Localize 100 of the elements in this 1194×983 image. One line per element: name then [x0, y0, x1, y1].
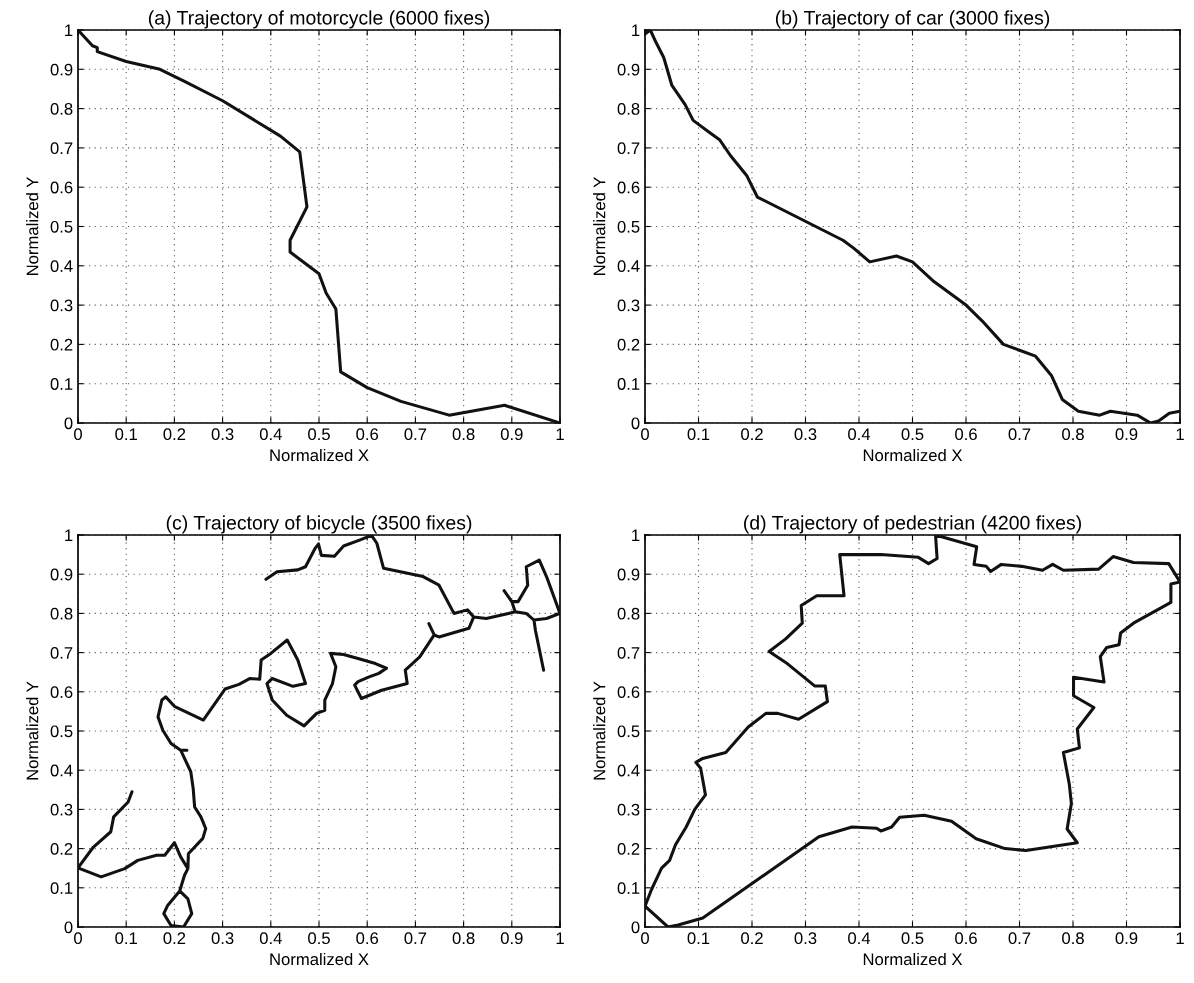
x-tick-label: 0.5: [901, 428, 924, 441]
x-tick-label: 0.1: [687, 932, 710, 945]
y-tick-label: 0.6: [50, 181, 73, 194]
x-tick-label: 0.2: [163, 428, 186, 441]
y-axis-title: Normalized Y: [593, 681, 606, 780]
x-axis-title: Normalized X: [863, 952, 963, 966]
x-axis-title: Normalized X: [863, 448, 963, 462]
y-tick-label: 0.1: [50, 882, 73, 894]
x-tick-label: 1: [1176, 932, 1184, 944]
y-tick-label: 0.1: [617, 378, 640, 390]
chart-title: (c) Trajectory of bicycle (3500 fixes): [166, 515, 472, 534]
x-tick-label: 1: [556, 428, 564, 440]
y-tick-label: 1: [65, 529, 73, 542]
x-tick-label: 0: [74, 428, 82, 441]
y-tick-label: 0.5: [617, 220, 640, 233]
x-tick-label: 0.1: [115, 428, 137, 441]
y-tick-label: 0.8: [50, 607, 73, 620]
x-tick-label: 0.3: [794, 932, 817, 945]
x-tick-label: 0.3: [794, 428, 817, 441]
x-tick-label: 0.6: [356, 932, 379, 945]
x-tick-label: 1: [556, 932, 564, 944]
y-tick-label: 0.4: [617, 260, 640, 272]
y-tick-label: 0.5: [50, 220, 73, 233]
y-tick-label: 0.1: [50, 378, 73, 390]
y-tick-label: 0.7: [617, 142, 640, 155]
y-tick-label: 0.9: [617, 63, 640, 76]
chart-title: (b) Trajectory of car (3000 fixes): [775, 10, 1050, 29]
x-tick-label: 0.2: [163, 932, 186, 945]
x-tick-label: 0.9: [500, 428, 523, 441]
x-tick-label: 0: [641, 932, 649, 945]
x-tick-label: 0.5: [308, 428, 330, 441]
x-axis-title: Normalized X: [270, 448, 369, 462]
y-axis-title: Normalized Y: [26, 176, 39, 275]
x-tick-label: 0.9: [500, 932, 523, 945]
x-tick-label: 0.1: [687, 428, 710, 441]
x-tick-label: 0.7: [1008, 428, 1031, 441]
x-tick-label: 0.6: [955, 428, 977, 441]
x-tick-label: 0.9: [1115, 428, 1138, 441]
y-tick-label: 0: [631, 921, 640, 934]
x-tick-label: 0.7: [1008, 932, 1031, 945]
y-tick-label: 0: [64, 417, 73, 430]
x-tick-label: 0.4: [259, 932, 282, 945]
x-tick-label: 0.7: [404, 428, 427, 441]
y-tick-label: 1: [65, 24, 73, 37]
x-tick-label: 1: [1176, 428, 1184, 440]
y-tick-label: 0: [631, 417, 640, 430]
y-tick-label: 0.8: [50, 103, 73, 115]
y-tick-label: 0.3: [617, 803, 640, 816]
y-tick-label: 0.3: [617, 299, 640, 312]
y-tick-label: 0.5: [617, 725, 640, 738]
x-tick-label: 0.8: [452, 428, 475, 441]
y-tick-label: 0.9: [50, 63, 73, 76]
y-axis-title: Normalized Y: [593, 176, 606, 275]
x-tick-label: 0.2: [741, 932, 763, 945]
x-tick-label: 0.1: [115, 932, 137, 945]
y-tick-label: 0.7: [50, 142, 73, 155]
y-tick-label: 0.9: [50, 568, 73, 581]
x-axis-title: Normalized X: [270, 952, 369, 966]
x-tick-label: 0.8: [1062, 932, 1084, 945]
y-tick-label: 0.6: [617, 686, 640, 698]
y-tick-label: 0: [64, 921, 73, 934]
x-tick-label: 0.8: [452, 932, 475, 945]
y-tick-label: 0.7: [50, 647, 73, 659]
y-tick-label: 0.2: [617, 338, 640, 351]
y-tick-label: 0.9: [617, 568, 640, 581]
x-tick-label: 0.5: [308, 932, 330, 945]
y-tick-label: 0.4: [50, 260, 73, 272]
y-tick-label: 0.4: [617, 764, 640, 777]
chart-title: (d) Trajectory of pedestrian (4200 fixes): [744, 515, 1081, 534]
x-tick-label: 0.6: [356, 428, 379, 441]
x-tick-label: 0: [641, 428, 649, 441]
x-tick-label: 0.8: [1062, 428, 1084, 441]
y-tick-label: 0.3: [50, 299, 73, 312]
y-tick-label: 1: [632, 529, 640, 542]
x-tick-label: 0.3: [211, 428, 234, 441]
y-tick-label: 0.8: [617, 103, 640, 115]
x-tick-label: 0.6: [955, 932, 977, 945]
x-tick-label: 0.7: [404, 932, 427, 945]
y-tick-label: 0.8: [617, 607, 640, 620]
x-tick-label: 0.2: [741, 428, 763, 441]
y-axis-title: Normalized Y: [26, 681, 39, 780]
y-tick-label: 0.2: [50, 843, 73, 855]
x-tick-label: 0.3: [211, 932, 234, 945]
x-tick-label: 0.5: [901, 932, 924, 945]
y-tick-label: 0.1: [617, 882, 640, 894]
y-tick-label: 0.6: [50, 686, 73, 698]
x-tick-label: 0: [74, 932, 82, 945]
x-tick-label: 0.9: [1115, 932, 1138, 945]
y-tick-label: 1: [632, 24, 640, 37]
y-tick-label: 0.5: [50, 725, 73, 738]
y-tick-label: 0.2: [617, 843, 640, 855]
x-tick-label: 0.4: [848, 428, 871, 441]
y-tick-label: 0.2: [50, 338, 73, 351]
y-tick-label: 0.6: [617, 181, 640, 194]
y-tick-label: 0.7: [617, 647, 640, 659]
x-tick-label: 0.4: [259, 428, 282, 441]
y-tick-label: 0.3: [50, 803, 73, 816]
y-tick-label: 0.4: [50, 764, 73, 777]
x-tick-label: 0.4: [848, 932, 871, 945]
chart-title: (a) Trajectory of motorcycle (6000 fixes): [148, 10, 490, 29]
